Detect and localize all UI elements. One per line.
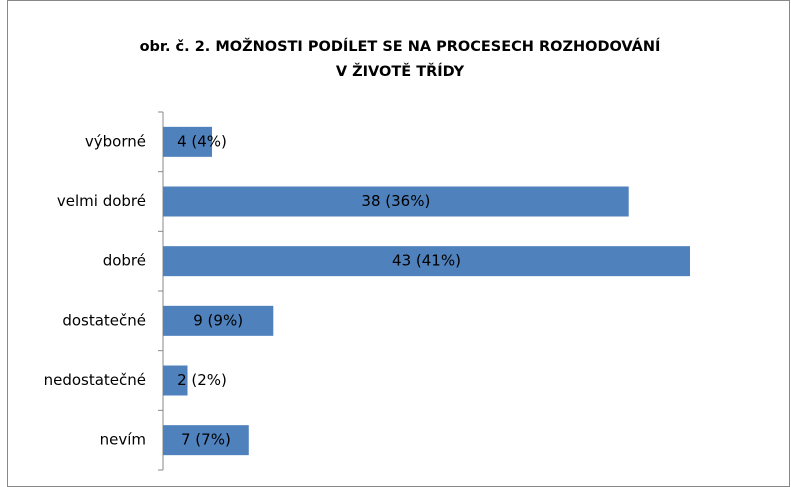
bar [163,126,213,157]
bar [163,246,690,277]
y-tick-label: nevím [100,431,146,449]
bar [163,186,629,217]
data-label: 7 (7%) [181,431,231,449]
y-tick-label: výborné [85,132,146,150]
data-label: 43 (41%) [392,252,461,270]
y-tick-label: nedostatečné [44,371,146,389]
data-label: 9 (9%) [193,311,243,329]
data-label: 2 (2%) [177,371,227,389]
data-label: 4 (4%) [177,132,227,150]
data-label: 38 (36%) [361,192,430,210]
y-tick-label: dostatečné [62,311,146,329]
y-tick-label: dobré [103,252,146,270]
bar [163,425,249,456]
y-tick-label: velmi dobré [57,192,146,210]
bar [163,365,188,396]
chart-title: obr. č. 2. MOŽNOSTI PODÍLET SE NA PROCES… [140,38,661,55]
bar [163,305,274,336]
chart-border [7,0,790,487]
chart-title: V ŽIVOTĚ TŘÍDY [336,63,465,80]
